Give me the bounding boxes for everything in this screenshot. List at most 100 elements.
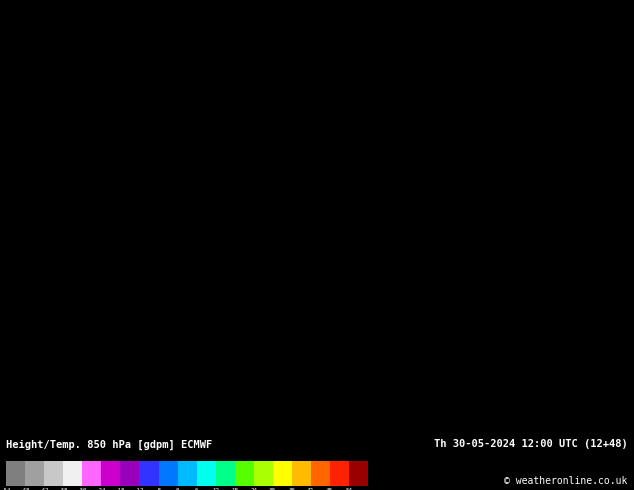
Text: 5: 5 (519, 240, 522, 245)
Text: 5: 5 (514, 95, 517, 100)
Text: 3: 3 (117, 150, 120, 155)
Text: 4: 4 (449, 285, 452, 290)
Text: 4: 4 (388, 310, 392, 315)
Text: 3: 3 (474, 390, 477, 395)
Text: 4: 4 (227, 165, 231, 170)
Text: 4: 4 (278, 325, 281, 330)
Text: 4: 4 (187, 340, 190, 345)
Text: 5: 5 (398, 120, 402, 125)
Text: 3: 3 (489, 405, 493, 410)
Text: 5: 5 (353, 215, 356, 220)
Text: 4: 4 (328, 390, 332, 395)
Text: 4: 4 (81, 150, 85, 155)
Text: 5: 5 (227, 390, 231, 395)
Text: 4: 4 (86, 270, 90, 275)
Text: 4: 4 (393, 345, 397, 350)
Bar (349, 462, 368, 486)
Text: 4: 4 (252, 425, 256, 430)
Text: 5: 5 (449, 280, 452, 285)
Text: 5: 5 (494, 120, 498, 125)
Text: 4: 4 (398, 305, 402, 310)
Text: 6: 6 (66, 20, 70, 25)
Text: 5: 5 (494, 150, 498, 155)
Text: 3: 3 (429, 425, 432, 430)
Text: 5: 5 (413, 145, 417, 150)
Text: 5: 5 (429, 130, 432, 135)
Text: 4: 4 (307, 145, 311, 150)
Text: 4: 4 (579, 335, 583, 340)
Text: 5: 5 (152, 345, 155, 350)
Text: 4: 4 (46, 420, 49, 425)
Text: 4: 4 (313, 380, 316, 385)
Text: 4: 4 (630, 265, 633, 270)
Text: 4: 4 (619, 65, 623, 70)
Text: 5: 5 (504, 245, 507, 250)
Text: 4: 4 (232, 275, 236, 280)
Text: 4: 4 (585, 355, 588, 360)
Text: 5: 5 (358, 90, 361, 95)
Text: 4: 4 (268, 285, 271, 290)
Text: 5: 5 (348, 65, 351, 70)
Text: 5: 5 (61, 70, 65, 75)
Text: 4: 4 (610, 420, 613, 425)
Text: 4: 4 (489, 60, 493, 65)
Text: 5: 5 (16, 60, 20, 65)
Text: 4: 4 (579, 10, 583, 15)
Text: 5: 5 (413, 260, 417, 265)
Text: 5: 5 (524, 225, 527, 230)
Text: 3: 3 (408, 395, 412, 400)
Text: 5: 5 (96, 415, 100, 420)
Text: 4: 4 (595, 290, 598, 295)
Text: 4: 4 (388, 300, 392, 305)
Text: 4: 4 (91, 280, 95, 285)
Text: 4: 4 (323, 385, 327, 390)
Text: 5: 5 (544, 220, 548, 225)
Text: 5: 5 (182, 420, 185, 425)
Text: 4: 4 (302, 330, 306, 335)
Text: 5: 5 (136, 85, 140, 90)
Text: 5: 5 (283, 15, 286, 20)
Text: 3: 3 (408, 410, 412, 415)
Text: 5: 5 (323, 255, 327, 260)
Text: 5: 5 (192, 350, 195, 355)
Text: 4: 4 (539, 5, 543, 10)
Text: 5: 5 (313, 20, 316, 25)
Text: 5: 5 (393, 110, 397, 115)
Text: 5: 5 (41, 335, 44, 340)
Text: 4: 4 (21, 340, 24, 345)
Text: 4: 4 (257, 130, 261, 135)
Text: 4: 4 (217, 265, 221, 270)
Text: 4: 4 (262, 250, 266, 255)
Text: 5: 5 (71, 410, 75, 415)
Text: 4: 4 (212, 120, 216, 125)
Text: 5: 5 (398, 160, 402, 165)
Text: 5: 5 (91, 425, 95, 430)
Text: 3: 3 (429, 360, 432, 365)
Text: 4: 4 (31, 340, 34, 345)
Text: 4: 4 (595, 305, 598, 310)
Text: 3: 3 (162, 170, 165, 175)
Text: 4: 4 (590, 245, 593, 250)
Text: 4: 4 (559, 30, 563, 35)
Text: 3: 3 (449, 385, 452, 390)
Text: 5: 5 (494, 185, 498, 190)
Text: 7: 7 (127, 20, 130, 25)
Text: 5: 5 (222, 430, 226, 435)
Text: 5: 5 (378, 230, 382, 235)
Text: 4: 4 (504, 95, 507, 100)
Text: 4: 4 (453, 40, 457, 45)
Text: 3: 3 (76, 245, 80, 250)
Text: 4: 4 (328, 365, 332, 370)
Text: 5: 5 (343, 80, 346, 85)
Text: 4: 4 (600, 310, 603, 315)
Text: 5: 5 (504, 150, 507, 155)
Text: 4: 4 (624, 90, 628, 95)
Text: 4: 4 (474, 335, 477, 340)
Text: 4: 4 (418, 335, 422, 340)
Text: 5: 5 (1, 45, 4, 50)
Text: 4: 4 (197, 145, 200, 150)
Text: 4: 4 (172, 325, 176, 330)
Text: 4: 4 (212, 140, 216, 145)
Text: 4: 4 (569, 80, 573, 85)
Bar (311, 462, 330, 486)
